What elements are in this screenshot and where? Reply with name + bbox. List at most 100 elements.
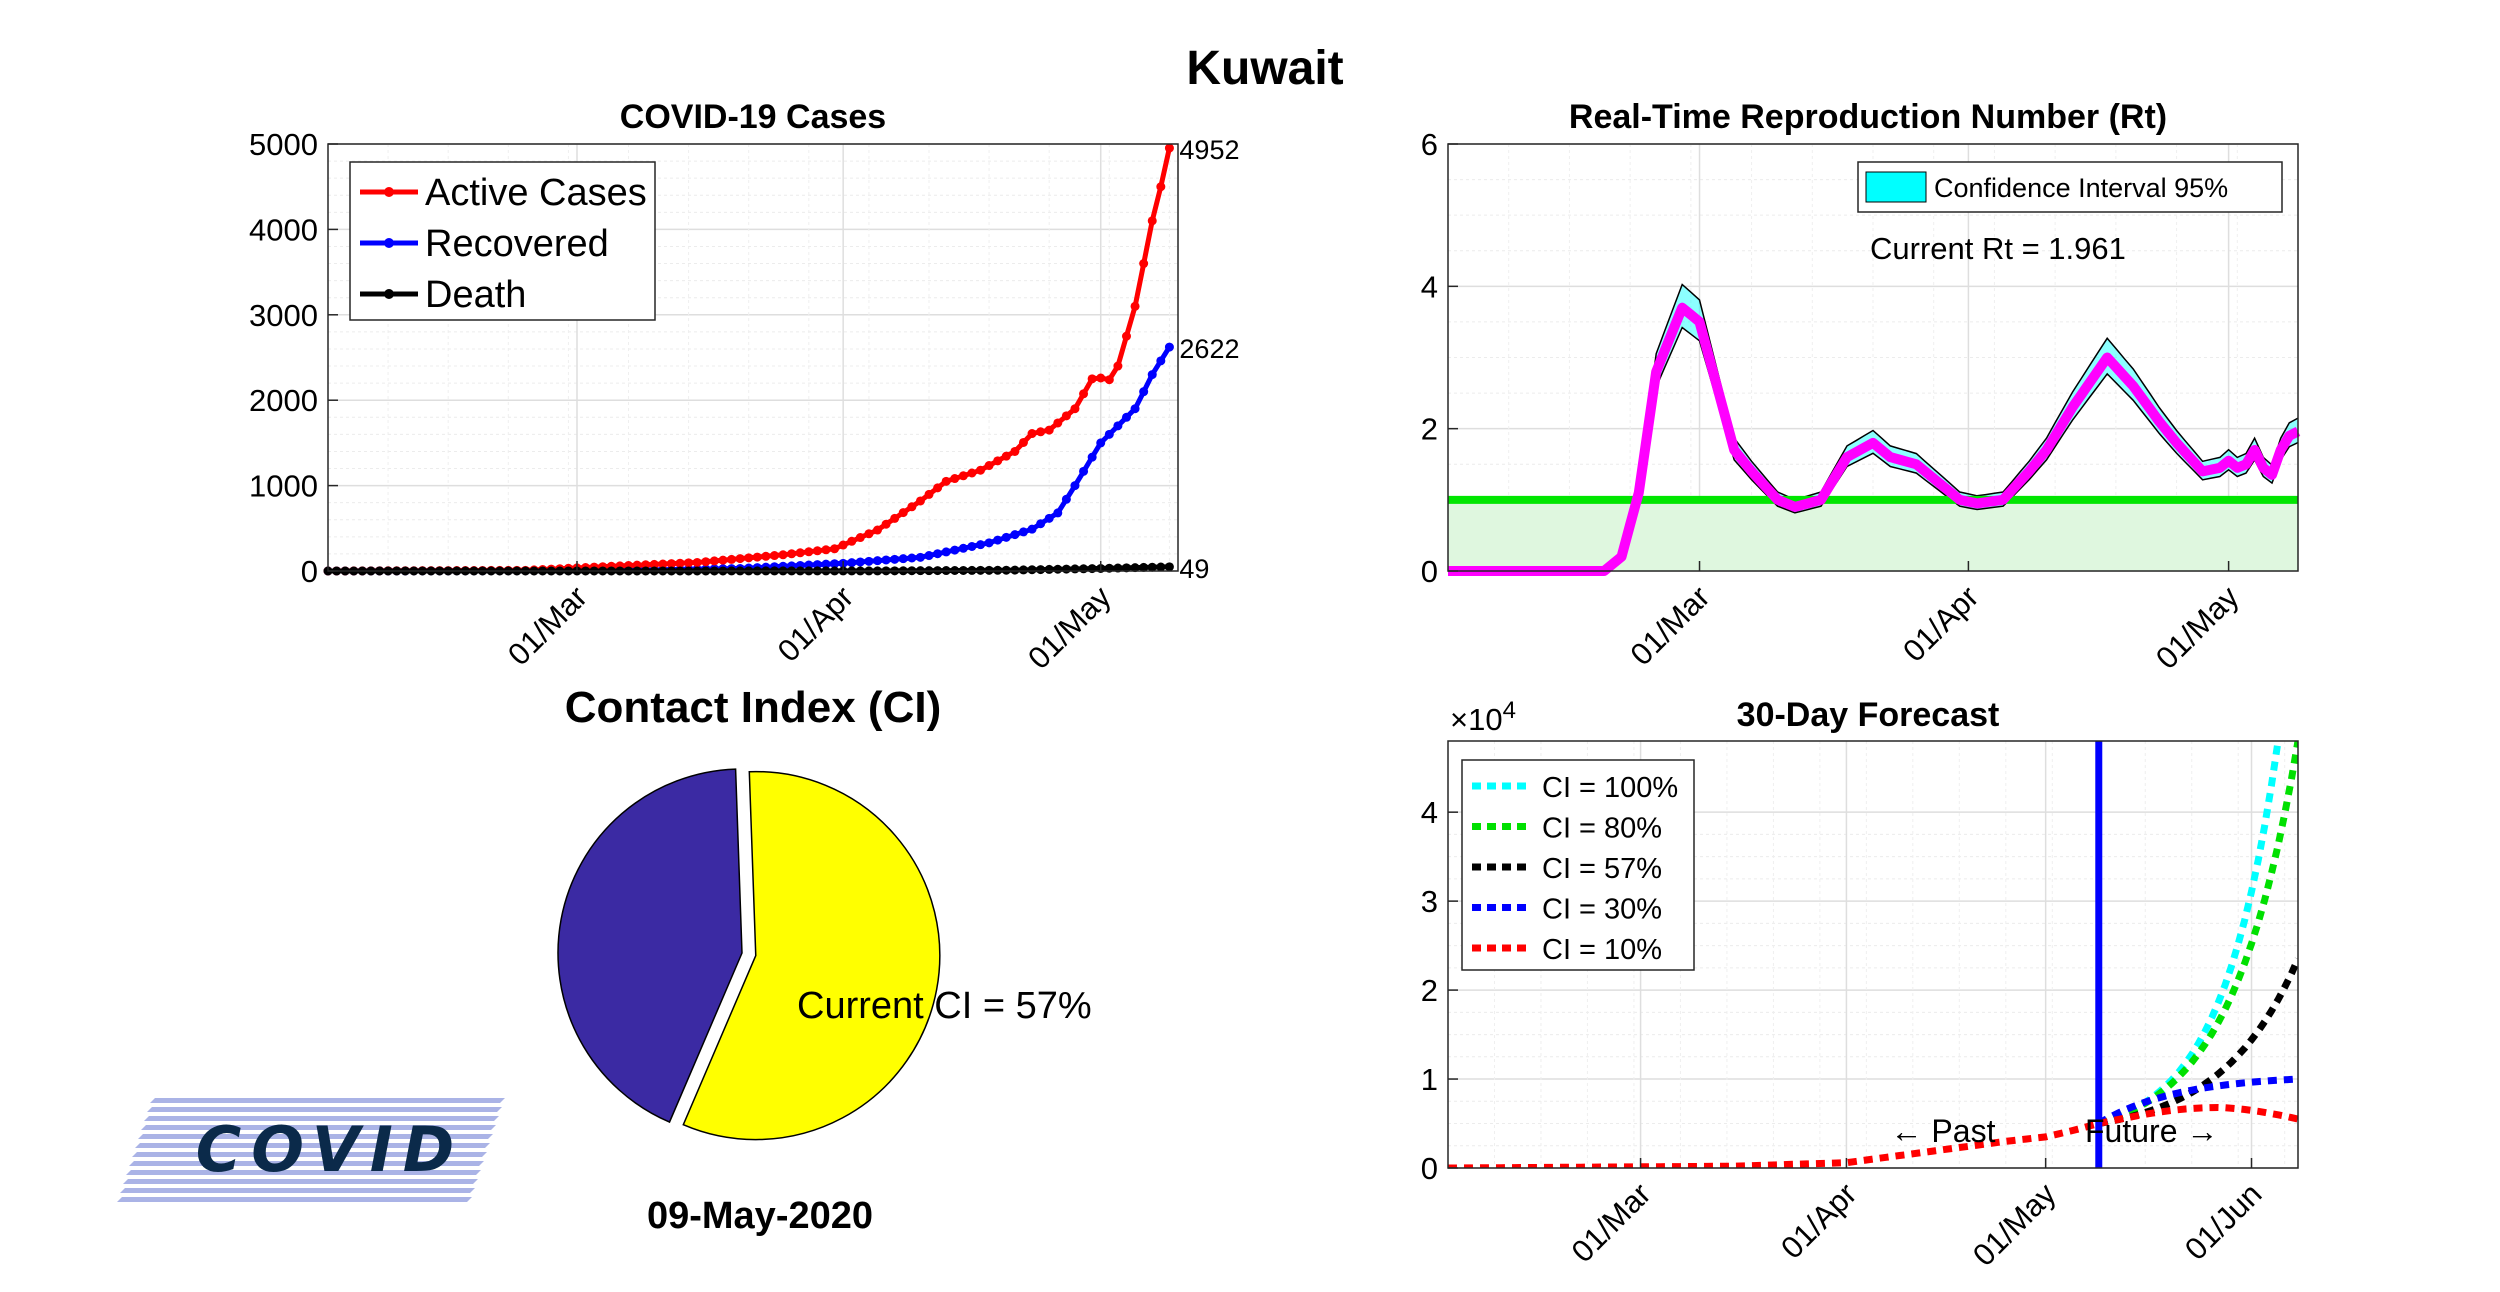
- data-point: [1079, 564, 1089, 574]
- data-point: [735, 554, 745, 564]
- p2-ytick-label: 2: [1421, 412, 1438, 447]
- data-point: [795, 548, 805, 558]
- data-point: [1087, 452, 1097, 462]
- data-point: [1001, 532, 1011, 542]
- forecast-chart-title: 30-Day Forecast: [1737, 696, 2000, 734]
- data-point: [752, 552, 762, 562]
- data-point: [1018, 565, 1028, 575]
- data-point: [1147, 562, 1157, 572]
- threshold-area: [1448, 499, 2298, 571]
- data-point: [1164, 342, 1174, 352]
- logo-stripe: [129, 1161, 484, 1166]
- data-point: [898, 554, 908, 564]
- end-value-label: 4952: [1179, 135, 1239, 165]
- data-point: [1079, 466, 1089, 476]
- p2-xtick-label: 01/Mar: [1624, 579, 1717, 672]
- data-point: [1010, 446, 1020, 456]
- data-point: [1061, 494, 1071, 504]
- p4-ytick-label: 1: [1421, 1062, 1438, 1097]
- logo-stripe: [126, 1170, 481, 1175]
- legend-entry: CI = 57%: [1542, 853, 1662, 885]
- data-point: [1139, 387, 1149, 397]
- data-point: [744, 553, 754, 563]
- data-point: [1164, 143, 1174, 153]
- data-point: [641, 560, 651, 570]
- data-point: [907, 553, 917, 563]
- forecast-chart: 30-Day Forecast ×104 0 1 2 3 4 01/Mar 01/Apr 01…: [1421, 696, 2299, 1273]
- data-point: [1010, 565, 1020, 575]
- data-point: [984, 538, 994, 548]
- p1-ytick-label: 3000: [249, 298, 318, 333]
- data-point: [967, 541, 977, 551]
- p1-xtick-label: 01/May: [1021, 579, 1118, 676]
- logo-stripe: [141, 1125, 496, 1130]
- p1-ytick-label: 2000: [249, 383, 318, 418]
- data-point: [1121, 563, 1131, 573]
- data-point: [855, 533, 865, 543]
- data-point: [872, 525, 882, 535]
- data-point: [915, 496, 925, 506]
- data-point: [804, 547, 814, 557]
- data-point: [1130, 301, 1140, 311]
- data-point: [658, 559, 668, 569]
- rt-legend: Confidence Interval 95% Current Rt = 1.96…: [1857, 161, 2283, 266]
- data-point: [1044, 564, 1054, 574]
- data-point: [1087, 564, 1097, 574]
- data-point: [907, 502, 917, 512]
- data-point: [761, 551, 771, 561]
- pie-slice: [682, 770, 941, 1141]
- legend-entry: CI = 100%: [1542, 772, 1678, 804]
- logo-text: COVID: [196, 1113, 465, 1186]
- history-line: [1448, 1120, 2100, 1168]
- data-point: [855, 557, 865, 567]
- forecast-line: [2097, 1075, 2298, 1127]
- data-point: [812, 546, 822, 556]
- future-label: Future →: [2085, 1113, 2218, 1149]
- current-rt-annotation: Current Rt = 1.961: [1870, 231, 2126, 266]
- data-point: [864, 529, 874, 539]
- pie-label: Current CI = 57%: [797, 985, 1092, 1027]
- data-point: [993, 456, 1003, 466]
- rt-chart: Real-Time Reproduction Number (Rt) 0 2 4 6 0…: [1421, 98, 2301, 676]
- data-point: [1147, 216, 1157, 226]
- data-point: [976, 540, 986, 550]
- data-point: [847, 558, 857, 568]
- data-point: [1001, 451, 1011, 461]
- data-point: [881, 519, 891, 529]
- logo-stripe: [147, 1107, 502, 1112]
- logo-stripe: [120, 1188, 475, 1193]
- p1-ytick-label: 1000: [249, 469, 318, 504]
- p4-ytick-label: 0: [1421, 1151, 1438, 1186]
- data-point: [821, 559, 831, 569]
- forecast-line: [2098, 1103, 2298, 1127]
- p4-xtick-label: 01/Apr: [1774, 1176, 1863, 1265]
- logo-stripe: [132, 1152, 487, 1157]
- logo-stripe: [150, 1098, 505, 1103]
- data-point: [1156, 182, 1166, 192]
- data-point: [1113, 421, 1123, 431]
- data-point: [1104, 375, 1114, 385]
- data-point: [787, 549, 797, 559]
- logo-stripe: [144, 1116, 499, 1121]
- contact-index-title: Contact Index (CI): [565, 683, 941, 732]
- p4-xtick-label: 01/Mar: [1565, 1176, 1658, 1269]
- data-point: [1053, 564, 1063, 574]
- data-point: [872, 556, 882, 566]
- data-point: [1044, 425, 1054, 435]
- data-point: [958, 471, 968, 481]
- data-point: [1018, 437, 1028, 447]
- p2-ytick-label: 0: [1421, 554, 1438, 589]
- data-point: [1018, 527, 1028, 537]
- data-point: [958, 543, 968, 553]
- data-point: [778, 550, 788, 560]
- data-point: [1156, 562, 1166, 572]
- data-point: [924, 489, 934, 499]
- data-point: [1061, 411, 1071, 421]
- cases-chart: COVID-19 Cases 2622 4952 49 0 1000 2000 3000 4…: [249, 98, 1239, 676]
- p1-ytick-label: 5000: [249, 127, 318, 162]
- data-point: [830, 544, 840, 554]
- data-point: [1070, 404, 1080, 414]
- data-point: [1036, 427, 1046, 437]
- data-point: [984, 461, 994, 471]
